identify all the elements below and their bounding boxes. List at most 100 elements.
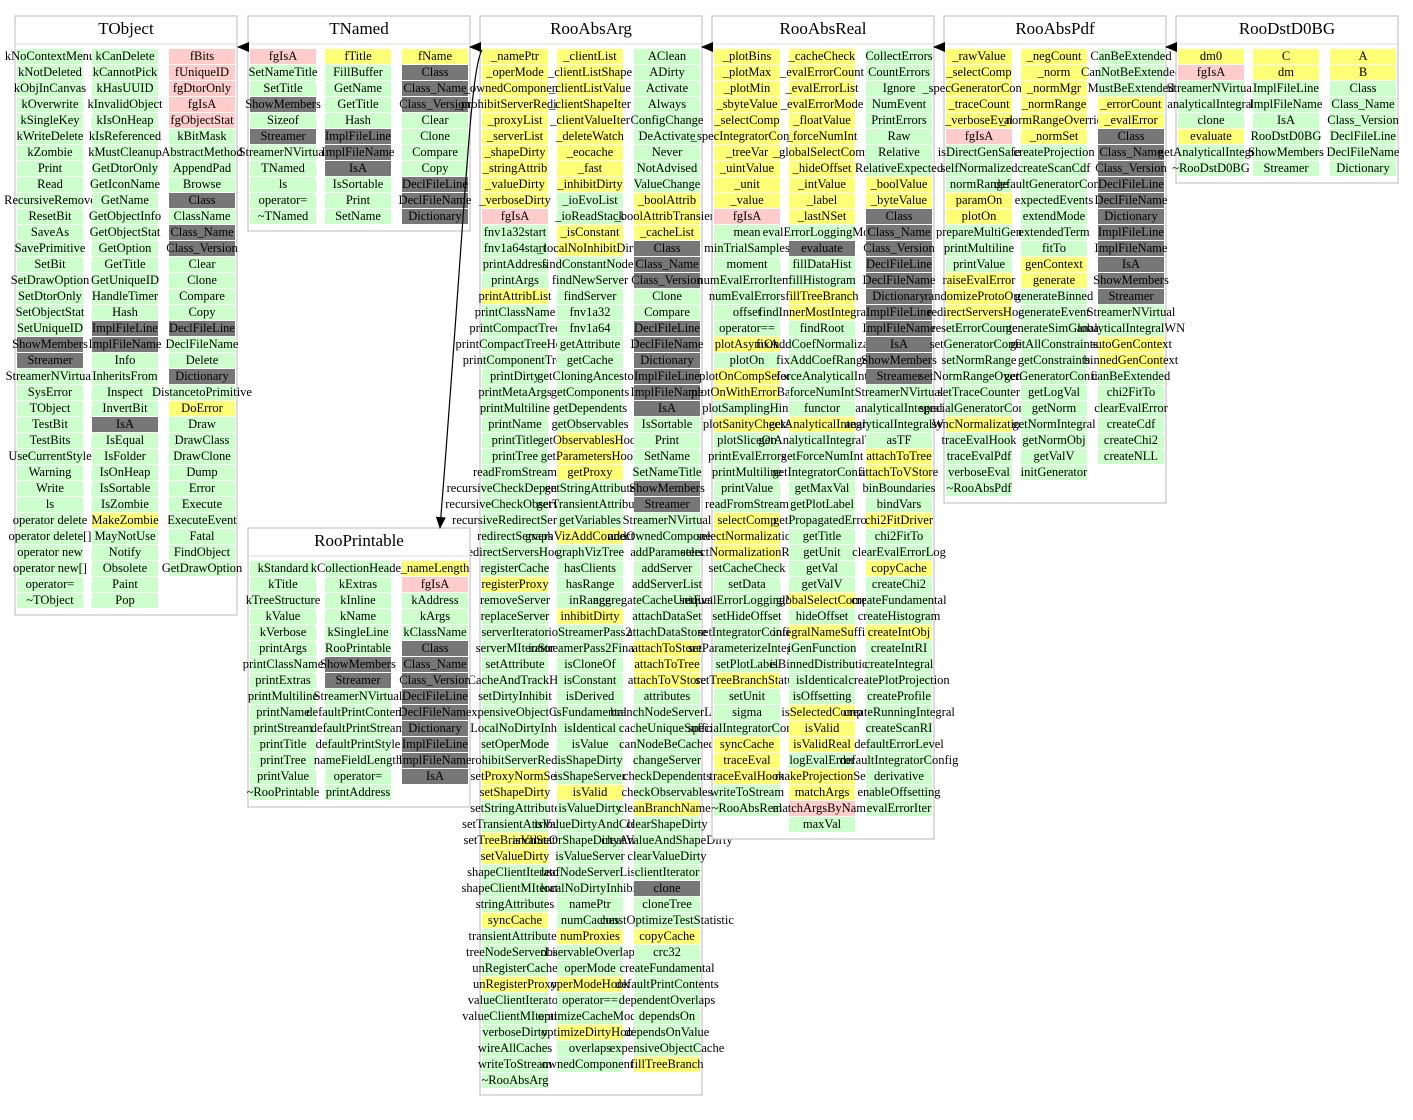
member-name: isDirectGenSafe [938,145,1021,159]
member-cell [250,657,316,672]
member-name: fgIsA [733,209,761,223]
member-cell [714,225,780,240]
member-name: kArgs [420,609,450,623]
member-name: isConstant [564,673,617,687]
member-cell [17,577,83,592]
member-name: printClassName [475,305,556,319]
member-cell [1330,113,1396,128]
member-name: IsZombie [101,497,149,511]
member-name: raiseEvalError [943,273,1017,287]
member-name: _valueDirty [484,177,545,191]
member-name: plotOnCompSelect [699,369,795,383]
member-cell [946,465,1012,480]
member-name: serverIterator [481,625,549,639]
member-name: Print [346,193,371,207]
member-cell [866,193,932,208]
member-name: _normMgr [1026,81,1082,95]
member-cell [1021,465,1087,480]
member-name: _verboseEval [944,113,1014,127]
member-name: shapeClientIterator [467,865,564,879]
member-cell [634,257,700,272]
member-name: GetDtorOnly [92,161,159,175]
member-cell [714,65,780,80]
member-name: findConstantNodes [542,257,639,271]
member-cell [866,353,932,368]
member-name: SetNameTitle [249,65,318,79]
member-cell [482,321,548,336]
member-name: _lastNSet [797,209,847,223]
member-cell [92,161,158,176]
member-name: IsSortable [642,417,693,431]
member-cell [92,97,158,112]
member-name: StreamerNVirtual [1167,81,1256,95]
member-name: DeclFileName [631,337,704,351]
member-name: Clear [421,113,449,127]
member-cell [92,337,158,352]
member-cell [482,513,548,528]
member-name: forceAnalyticalInt [776,369,868,383]
member-cell [169,321,235,336]
member-name: addServer [642,561,694,575]
member-name: setStringAttribute [470,801,560,815]
member-name: Streamer [260,129,306,143]
member-cell [789,433,855,448]
member-name: getCache [567,353,614,367]
member-name: IsSortable [333,177,384,191]
member-cell [1021,401,1087,416]
member-name: getValV [1034,449,1075,463]
member-cell [482,977,548,992]
member-cell [1021,353,1087,368]
member-cell [1098,289,1164,304]
member-cell [634,641,700,656]
member-cell [92,545,158,560]
member-name: branchNodeServerList [610,705,724,719]
member-cell [634,449,700,464]
member-cell [169,353,235,368]
member-name: CanBeExtended [1090,49,1172,63]
member-name: printName [488,417,542,431]
member-cell [714,721,780,736]
member-cell [17,449,83,464]
member-cell [325,705,391,720]
member-cell [482,225,548,240]
member-cell [482,945,548,960]
member-name: FindObject [174,545,231,559]
member-name: kTreeStructure [246,593,321,607]
member-name: fnv1a32start [484,225,547,239]
member-cell [250,145,316,160]
member-cell [789,625,855,640]
member-cell [92,193,158,208]
member-cell [92,49,158,64]
member-name: Streamer [335,673,381,687]
member-cell [402,705,468,720]
member-cell [789,785,855,800]
member-cell [92,577,158,592]
member-cell [946,289,1012,304]
member-cell [1021,289,1087,304]
member-name: kNotDeleted [18,65,83,79]
member-name: randomizeProtoOrder [925,289,1035,303]
member-name: mean [733,225,761,239]
member-cell [714,769,780,784]
member-name: setValueDirty [481,849,550,863]
member-name: setGeneratorConfig [930,337,1029,351]
member-name: _clientListShape [547,65,632,79]
member-name: fgObjectStat [170,113,234,127]
member-cell [250,641,316,656]
member-name: printMultiline [712,465,783,479]
member-name: setTraceCounter [938,385,1021,399]
member-name: leafNodeServerList [541,865,639,879]
member-cell [250,561,316,576]
member-cell [714,481,780,496]
member-cell [714,97,780,112]
member-name: readFromStream [705,497,789,511]
member-cell [402,593,468,608]
member-cell [482,689,548,704]
member-cell [714,289,780,304]
member-name: getNorm [1032,401,1077,415]
member-name: ShowMembers [245,97,321,111]
member-name: SetName [644,449,690,463]
member-cell [634,977,700,992]
member-cell [946,177,1012,192]
member-name: sigma [732,705,762,719]
